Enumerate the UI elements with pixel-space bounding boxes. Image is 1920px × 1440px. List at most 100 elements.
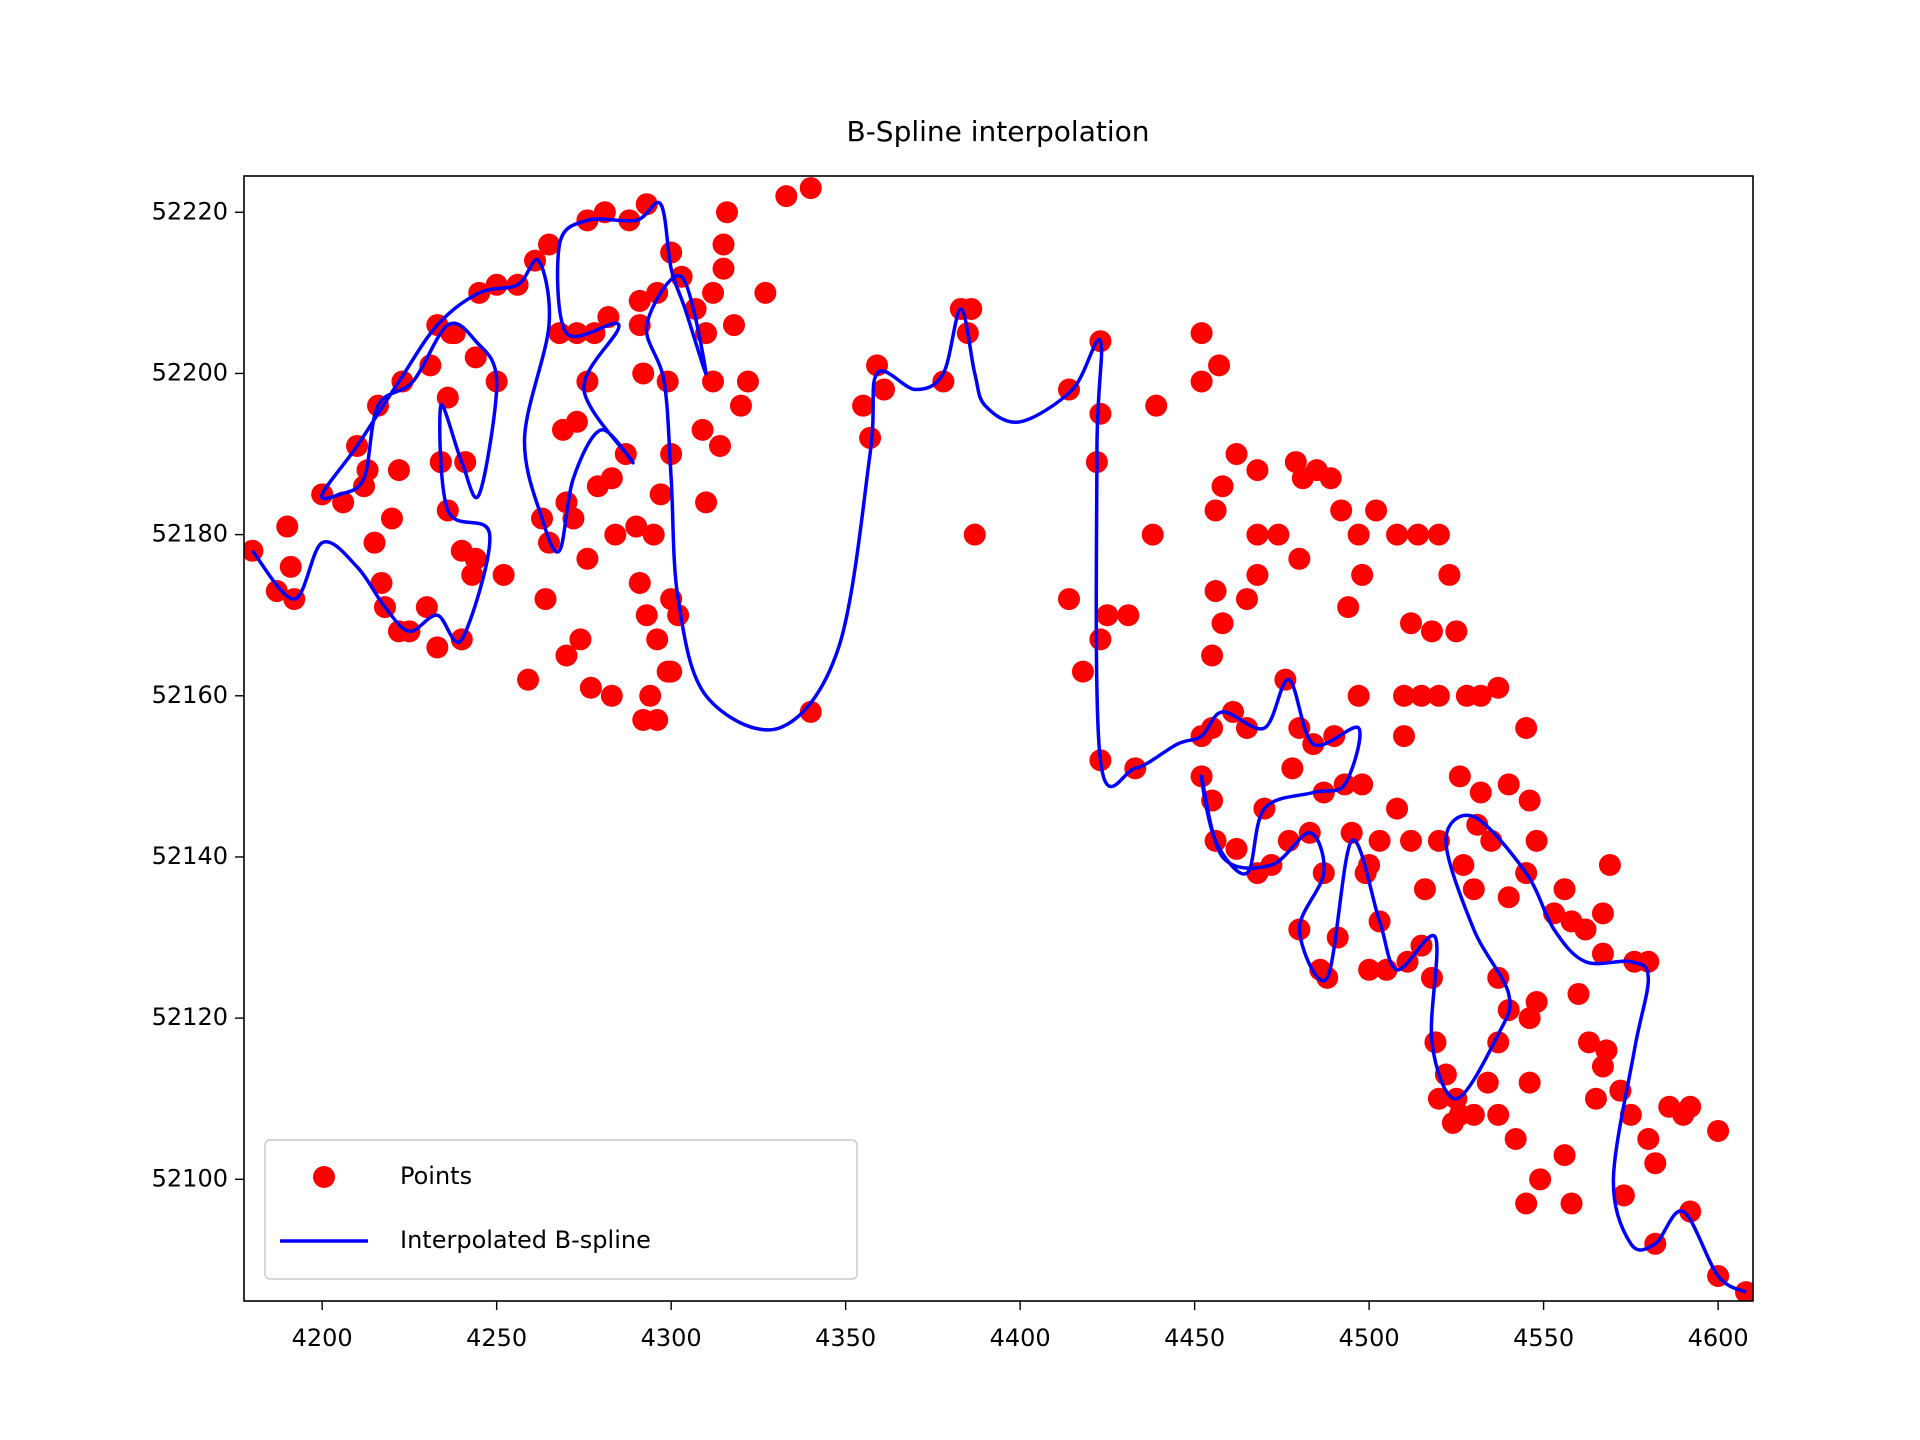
x-tick-label: 4450 [1164, 1324, 1225, 1352]
point [1267, 523, 1290, 546]
point [276, 515, 299, 538]
point [684, 297, 707, 320]
legend-label: Interpolated B-spline [400, 1226, 651, 1254]
point [1246, 523, 1269, 546]
point [517, 668, 540, 691]
point [1637, 1128, 1660, 1151]
point [1368, 829, 1391, 852]
y-tick-label: 52100 [152, 1164, 228, 1192]
point [1089, 628, 1112, 651]
point [775, 185, 798, 208]
x-tick-label: 4600 [1688, 1324, 1749, 1352]
point [1201, 644, 1224, 667]
point [1201, 717, 1224, 740]
point [1347, 523, 1370, 546]
point [1515, 1192, 1538, 1215]
point [1591, 902, 1614, 925]
point [1487, 1103, 1510, 1126]
point [485, 273, 508, 296]
point [387, 459, 410, 482]
point [632, 708, 655, 731]
point [1487, 676, 1510, 699]
point [1462, 878, 1485, 901]
point [1529, 1168, 1552, 1191]
point [1096, 604, 1119, 627]
point [639, 684, 662, 707]
point [1337, 596, 1360, 619]
point [729, 394, 752, 417]
x-tick-label: 4400 [990, 1324, 1051, 1352]
point [1347, 684, 1370, 707]
point [1469, 781, 1492, 804]
point [1595, 1039, 1618, 1062]
point [534, 588, 557, 611]
point [1560, 1192, 1583, 1215]
point [1452, 854, 1475, 877]
point [1637, 950, 1660, 973]
legend-box [264, 1139, 858, 1280]
x-tick-label: 4300 [641, 1324, 702, 1352]
point [1235, 717, 1258, 740]
axes-frame [243, 175, 1754, 1302]
point [1462, 1103, 1485, 1126]
point [464, 346, 487, 369]
y-tick-label: 52200 [152, 358, 228, 386]
point [1504, 1128, 1527, 1151]
point [1413, 878, 1436, 901]
plot-area [244, 177, 1753, 1301]
point [565, 322, 588, 345]
point [635, 604, 658, 627]
point [370, 571, 393, 594]
point [660, 660, 683, 683]
point [667, 604, 690, 627]
point [1393, 725, 1416, 748]
point [1448, 765, 1471, 788]
point [1518, 1071, 1541, 1094]
point [642, 523, 665, 546]
point [1291, 467, 1314, 490]
point [1612, 1184, 1635, 1207]
point [1567, 982, 1590, 1005]
y-tick-label: 52160 [152, 681, 228, 709]
point [1089, 402, 1112, 425]
point [702, 370, 725, 393]
point [799, 700, 822, 723]
point [555, 644, 578, 667]
point [1225, 837, 1248, 860]
point [1406, 523, 1429, 546]
point [660, 241, 683, 264]
point [1393, 684, 1416, 707]
point [492, 563, 515, 586]
point [1707, 1119, 1730, 1142]
point [635, 193, 658, 216]
point [1598, 854, 1621, 877]
point [415, 596, 438, 619]
point [1420, 966, 1443, 989]
point [265, 580, 288, 603]
point [1427, 1087, 1450, 1110]
point [873, 378, 896, 401]
point [1574, 918, 1597, 941]
point [576, 370, 599, 393]
point [722, 314, 745, 337]
point [1211, 475, 1234, 498]
point [1071, 660, 1094, 683]
point [1399, 829, 1422, 852]
point [1441, 1111, 1464, 1134]
point [1326, 926, 1349, 949]
point [1497, 773, 1520, 796]
point [279, 555, 302, 578]
point [1288, 547, 1311, 570]
point [1584, 1087, 1607, 1110]
point [628, 289, 651, 312]
point [1427, 829, 1450, 852]
point [1351, 563, 1374, 586]
point [1057, 378, 1080, 401]
legend-label: Points [400, 1162, 472, 1190]
point [1619, 1103, 1642, 1126]
point [569, 628, 592, 651]
point [960, 297, 983, 320]
point [1518, 1007, 1541, 1030]
point [1644, 1152, 1667, 1175]
